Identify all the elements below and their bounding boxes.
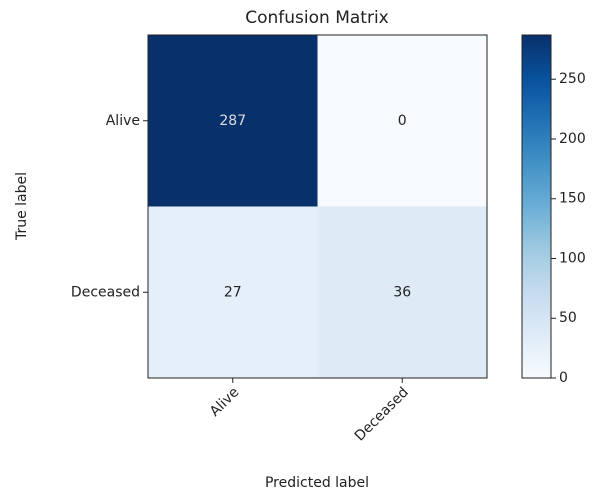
y-axis-label: True label — [14, 172, 30, 241]
colorbar-tick-label: 200 — [559, 131, 586, 147]
colorbar-tick-label: 250 — [559, 71, 586, 87]
heatmap-cell — [148, 35, 318, 207]
plot-frame — [147, 34, 488, 379]
y-tick-label: Deceased — [71, 284, 140, 300]
colorbar-tick-label: 50 — [559, 310, 577, 326]
cell-label: 36 — [393, 284, 411, 300]
cell-label: 287 — [219, 113, 246, 129]
colorbar-tick-label: 0 — [559, 370, 568, 386]
colorbar-tick-label: 100 — [559, 250, 586, 266]
colorbar — [521, 34, 552, 379]
heatmap-cell — [317, 206, 487, 378]
heatmap-cell — [148, 206, 318, 378]
chart-title: Confusion Matrix — [245, 8, 389, 28]
y-tick-label: Alive — [106, 113, 140, 129]
x-axis-label: Predicted label — [265, 475, 369, 491]
x-tick-label: Deceased — [352, 384, 412, 444]
cell-label: 27 — [224, 284, 242, 300]
cell-label: 0 — [398, 113, 407, 129]
colorbar-tick-label: 150 — [559, 191, 586, 207]
x-tick-label: Alive — [207, 384, 243, 420]
heatmap-cell — [317, 35, 487, 207]
